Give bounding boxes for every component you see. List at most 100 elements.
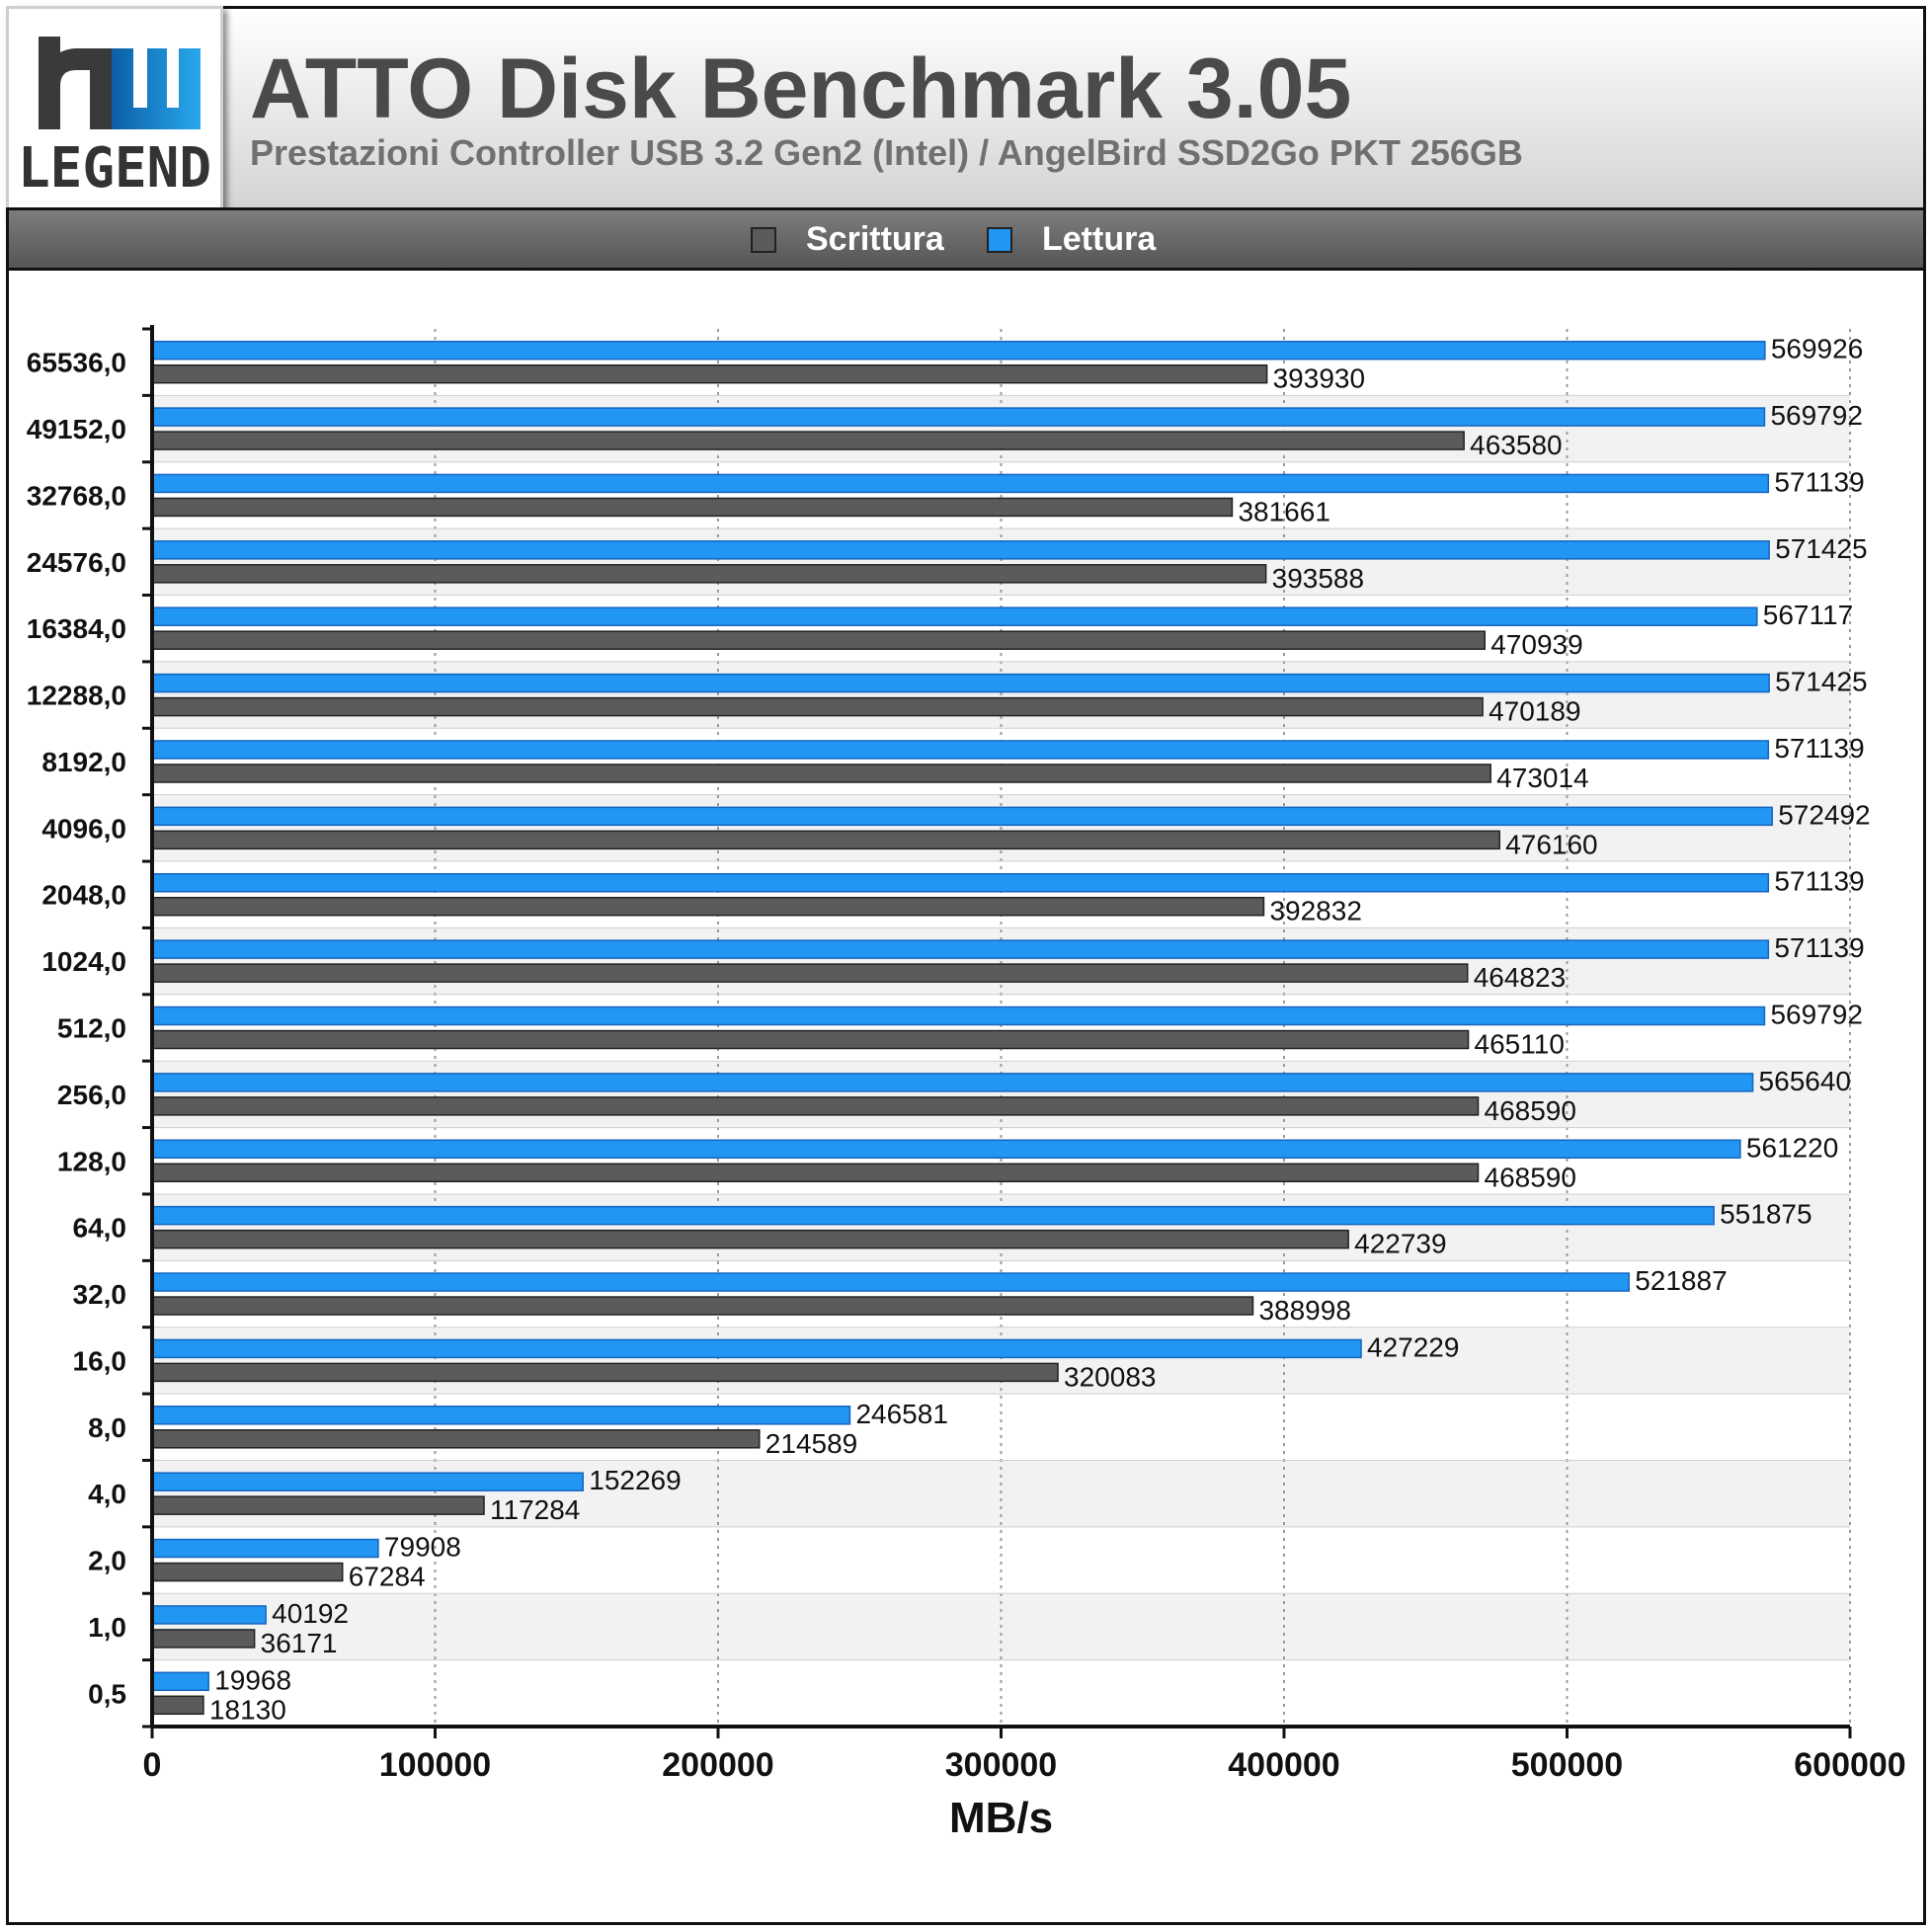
bar-lettura [151,872,1770,893]
value-label-scrittura: 473014 [1496,763,1588,793]
value-label-scrittura: 393930 [1273,363,1365,394]
bar-scrittura [151,1362,1059,1383]
category-label: 4,0 [88,1479,126,1509]
category-label: 512,0 [57,1013,126,1044]
value-label-lettura: 565640 [1759,1066,1851,1096]
chart-title: ATTO Disk Benchmark 3.05 [250,41,1352,136]
bar-scrittura [151,1029,1470,1050]
row-band [152,728,1850,795]
value-label-lettura: 567117 [1763,600,1853,630]
value-label-lettura: 40192 [272,1598,349,1629]
value-label-lettura: 571139 [1774,932,1864,963]
legend-item-lettura: Lettura [987,220,1156,259]
chart-header: ATTO Disk Benchmark 3.05 Prestazioni Con… [6,6,1926,207]
bar-lettura [151,1406,851,1425]
value-label-lettura: 571139 [1774,733,1864,764]
bar-scrittura [151,1495,485,1515]
category-label: 32,0 [73,1279,127,1310]
row-band [152,861,1850,928]
bar-lettura [151,1605,267,1625]
bar-lettura [151,407,1766,427]
category-label: 1,0 [88,1612,126,1643]
row-band [152,1061,1850,1128]
row-band [152,1659,1850,1727]
x-tick-label: 600000 [1794,1746,1905,1784]
value-label-scrittura: 18130 [209,1694,286,1725]
category-label: 49152,0 [27,414,126,444]
value-label-scrittura: 381661 [1238,496,1329,526]
bar-scrittura [151,564,1267,584]
legend: Scrittura Lettura [6,207,1926,271]
bar-lettura [151,1671,209,1692]
row-band [152,1327,1850,1395]
logo-text: LEGEND [18,136,211,201]
value-label-lettura: 569792 [1770,400,1862,431]
value-label-scrittura: 393588 [1272,563,1364,594]
value-label-lettura: 551875 [1720,1199,1811,1230]
bar-scrittura [151,497,1234,518]
bar-lettura [151,939,1770,959]
category-label: 1024,0 [41,946,126,977]
value-label-lettura: 246581 [855,1399,947,1429]
value-label-lettura: 19968 [214,1664,291,1695]
bar-scrittura [151,1096,1480,1116]
x-tick-label: 400000 [1228,1746,1339,1784]
bar-lettura [151,473,1770,494]
legend-swatch-lettura [987,226,1012,253]
value-label-scrittura: 470939 [1490,629,1582,660]
row-band [152,395,1850,462]
category-label: 64,0 [73,1213,127,1244]
legend-label-lettura: Lettura [1042,220,1157,258]
legend-swatch-scrittura [751,226,776,253]
category-label: 16,0 [73,1345,127,1376]
value-label-lettura: 571139 [1774,466,1864,497]
category-label: 2,0 [88,1546,126,1576]
value-label-lettura: 569926 [1771,334,1863,364]
bar-scrittura [151,1163,1480,1183]
x-tick-label: 200000 [662,1746,773,1784]
value-label-scrittura: 392832 [1269,896,1361,926]
category-label: 12288,0 [27,681,126,711]
bar-scrittura [151,363,1268,384]
legend-label-scrittura: Scrittura [806,220,944,258]
bar-lettura [151,806,1773,827]
value-label-scrittura: 464823 [1474,962,1566,993]
value-label-scrittura: 470189 [1489,696,1580,727]
category-label: 4096,0 [41,813,126,844]
hwlegend-logo: LEGEND [6,6,223,221]
value-label-scrittura: 422739 [1354,1229,1446,1259]
value-label-scrittura: 468590 [1485,1095,1576,1126]
bar-scrittura [151,431,1465,450]
bar-lettura [151,1338,1362,1359]
legend-item-scrittura: Scrittura [751,220,944,259]
value-label-scrittura: 468590 [1485,1162,1576,1192]
bar-lettura [151,673,1770,693]
hwlegend-logo-graphic: LEGEND [18,37,211,201]
bar-scrittura [151,963,1469,983]
value-label-scrittura: 214589 [765,1428,857,1459]
category-label: 16384,0 [27,613,126,644]
bar-scrittura [151,1229,1349,1249]
row-band [152,994,1850,1062]
bar-scrittura [151,1429,761,1449]
category-label: 2048,0 [41,880,126,911]
value-label-scrittura: 36171 [261,1628,338,1658]
value-label-lettura: 571425 [1775,533,1867,564]
x-axis-label: MB/s [949,1794,1053,1842]
bar-lettura [151,740,1770,760]
value-label-lettura: 427229 [1367,1331,1459,1362]
bar-lettura [151,540,1770,560]
value-label-lettura: 521887 [1635,1265,1727,1296]
category-label: 128,0 [57,1146,126,1176]
value-label-lettura: 569792 [1770,1000,1862,1030]
value-label-lettura: 561220 [1746,1132,1838,1163]
category-label: 24576,0 [27,547,126,578]
value-label-lettura: 572492 [1778,799,1870,830]
row-band [152,528,1850,596]
bar-scrittura [151,896,1265,917]
row-band [152,1193,1850,1261]
category-label: 65536,0 [27,348,126,378]
bar-lettura [151,1205,1715,1226]
bar-scrittura [151,1695,204,1716]
